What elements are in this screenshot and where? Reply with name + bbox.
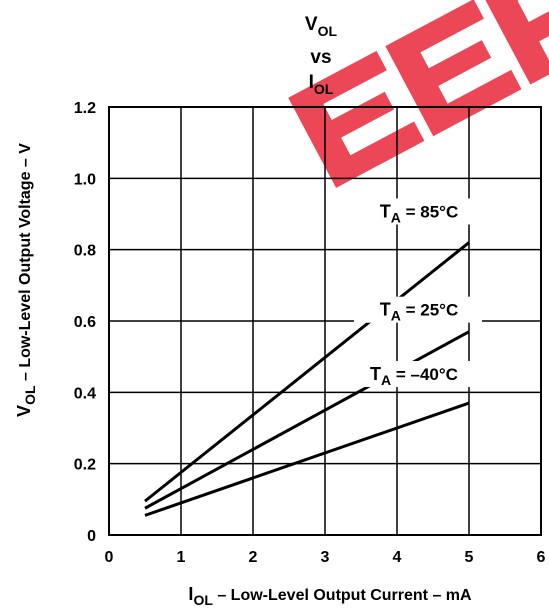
- series-line: [144, 401, 470, 517]
- x-tick-label: 6: [537, 549, 546, 566]
- watermark-letter-e1: [288, 50, 425, 188]
- y-tick-label: 0: [87, 528, 96, 545]
- y-tick-label: 0.8: [74, 243, 96, 260]
- y-tick-label: 0.2: [74, 457, 96, 474]
- title-line-2: vs: [310, 47, 331, 68]
- y-tick-label: 0.4: [74, 385, 96, 402]
- title-line-1: VOL: [305, 14, 338, 39]
- x-tick-label: 0: [105, 549, 114, 566]
- series-label-bg: [349, 361, 477, 388]
- x-tick-labels: 0 1 2 3 4 5 6: [105, 549, 546, 566]
- y-axis-label: VOL – Low-Level Output Voltage – V: [14, 143, 38, 417]
- y-tick-label: 0.6: [74, 314, 96, 331]
- series-label: TA = –40°C: [370, 364, 458, 388]
- x-tick-label: 2: [249, 549, 258, 566]
- watermark-letter-e2: [385, 0, 522, 137]
- series-label: TA = 85°C: [380, 202, 458, 226]
- y-tick-labels: 0 0.2 0.4 0.6 0.8 1.0 1.2: [74, 100, 96, 545]
- x-tick-label: 4: [393, 549, 402, 566]
- watermark-letter-p: [482, 0, 549, 85]
- series-label-bg: [354, 198, 482, 225]
- plot-frame: [108, 106, 542, 536]
- watermark-logo: [288, 0, 549, 188]
- x-tick-label: 3: [321, 549, 330, 566]
- x-tick-label: 1: [177, 549, 186, 566]
- y-tick-label: 1.0: [74, 171, 96, 188]
- series-labels: TA = 85°C TA = 25°C TA = –40°C: [349, 198, 482, 388]
- series-label-bg: [354, 296, 482, 323]
- x-tick-label: 5: [465, 549, 474, 566]
- x-axis-label: IOL – Low-Level Output Current – mA: [188, 584, 472, 608]
- chart-title: VOL vs IOL: [305, 14, 338, 97]
- series-label: TA = 25°C: [380, 300, 458, 324]
- title-line-3: IOL: [309, 72, 334, 97]
- series-line: [144, 241, 470, 503]
- y-tick-label: 1.2: [74, 100, 96, 117]
